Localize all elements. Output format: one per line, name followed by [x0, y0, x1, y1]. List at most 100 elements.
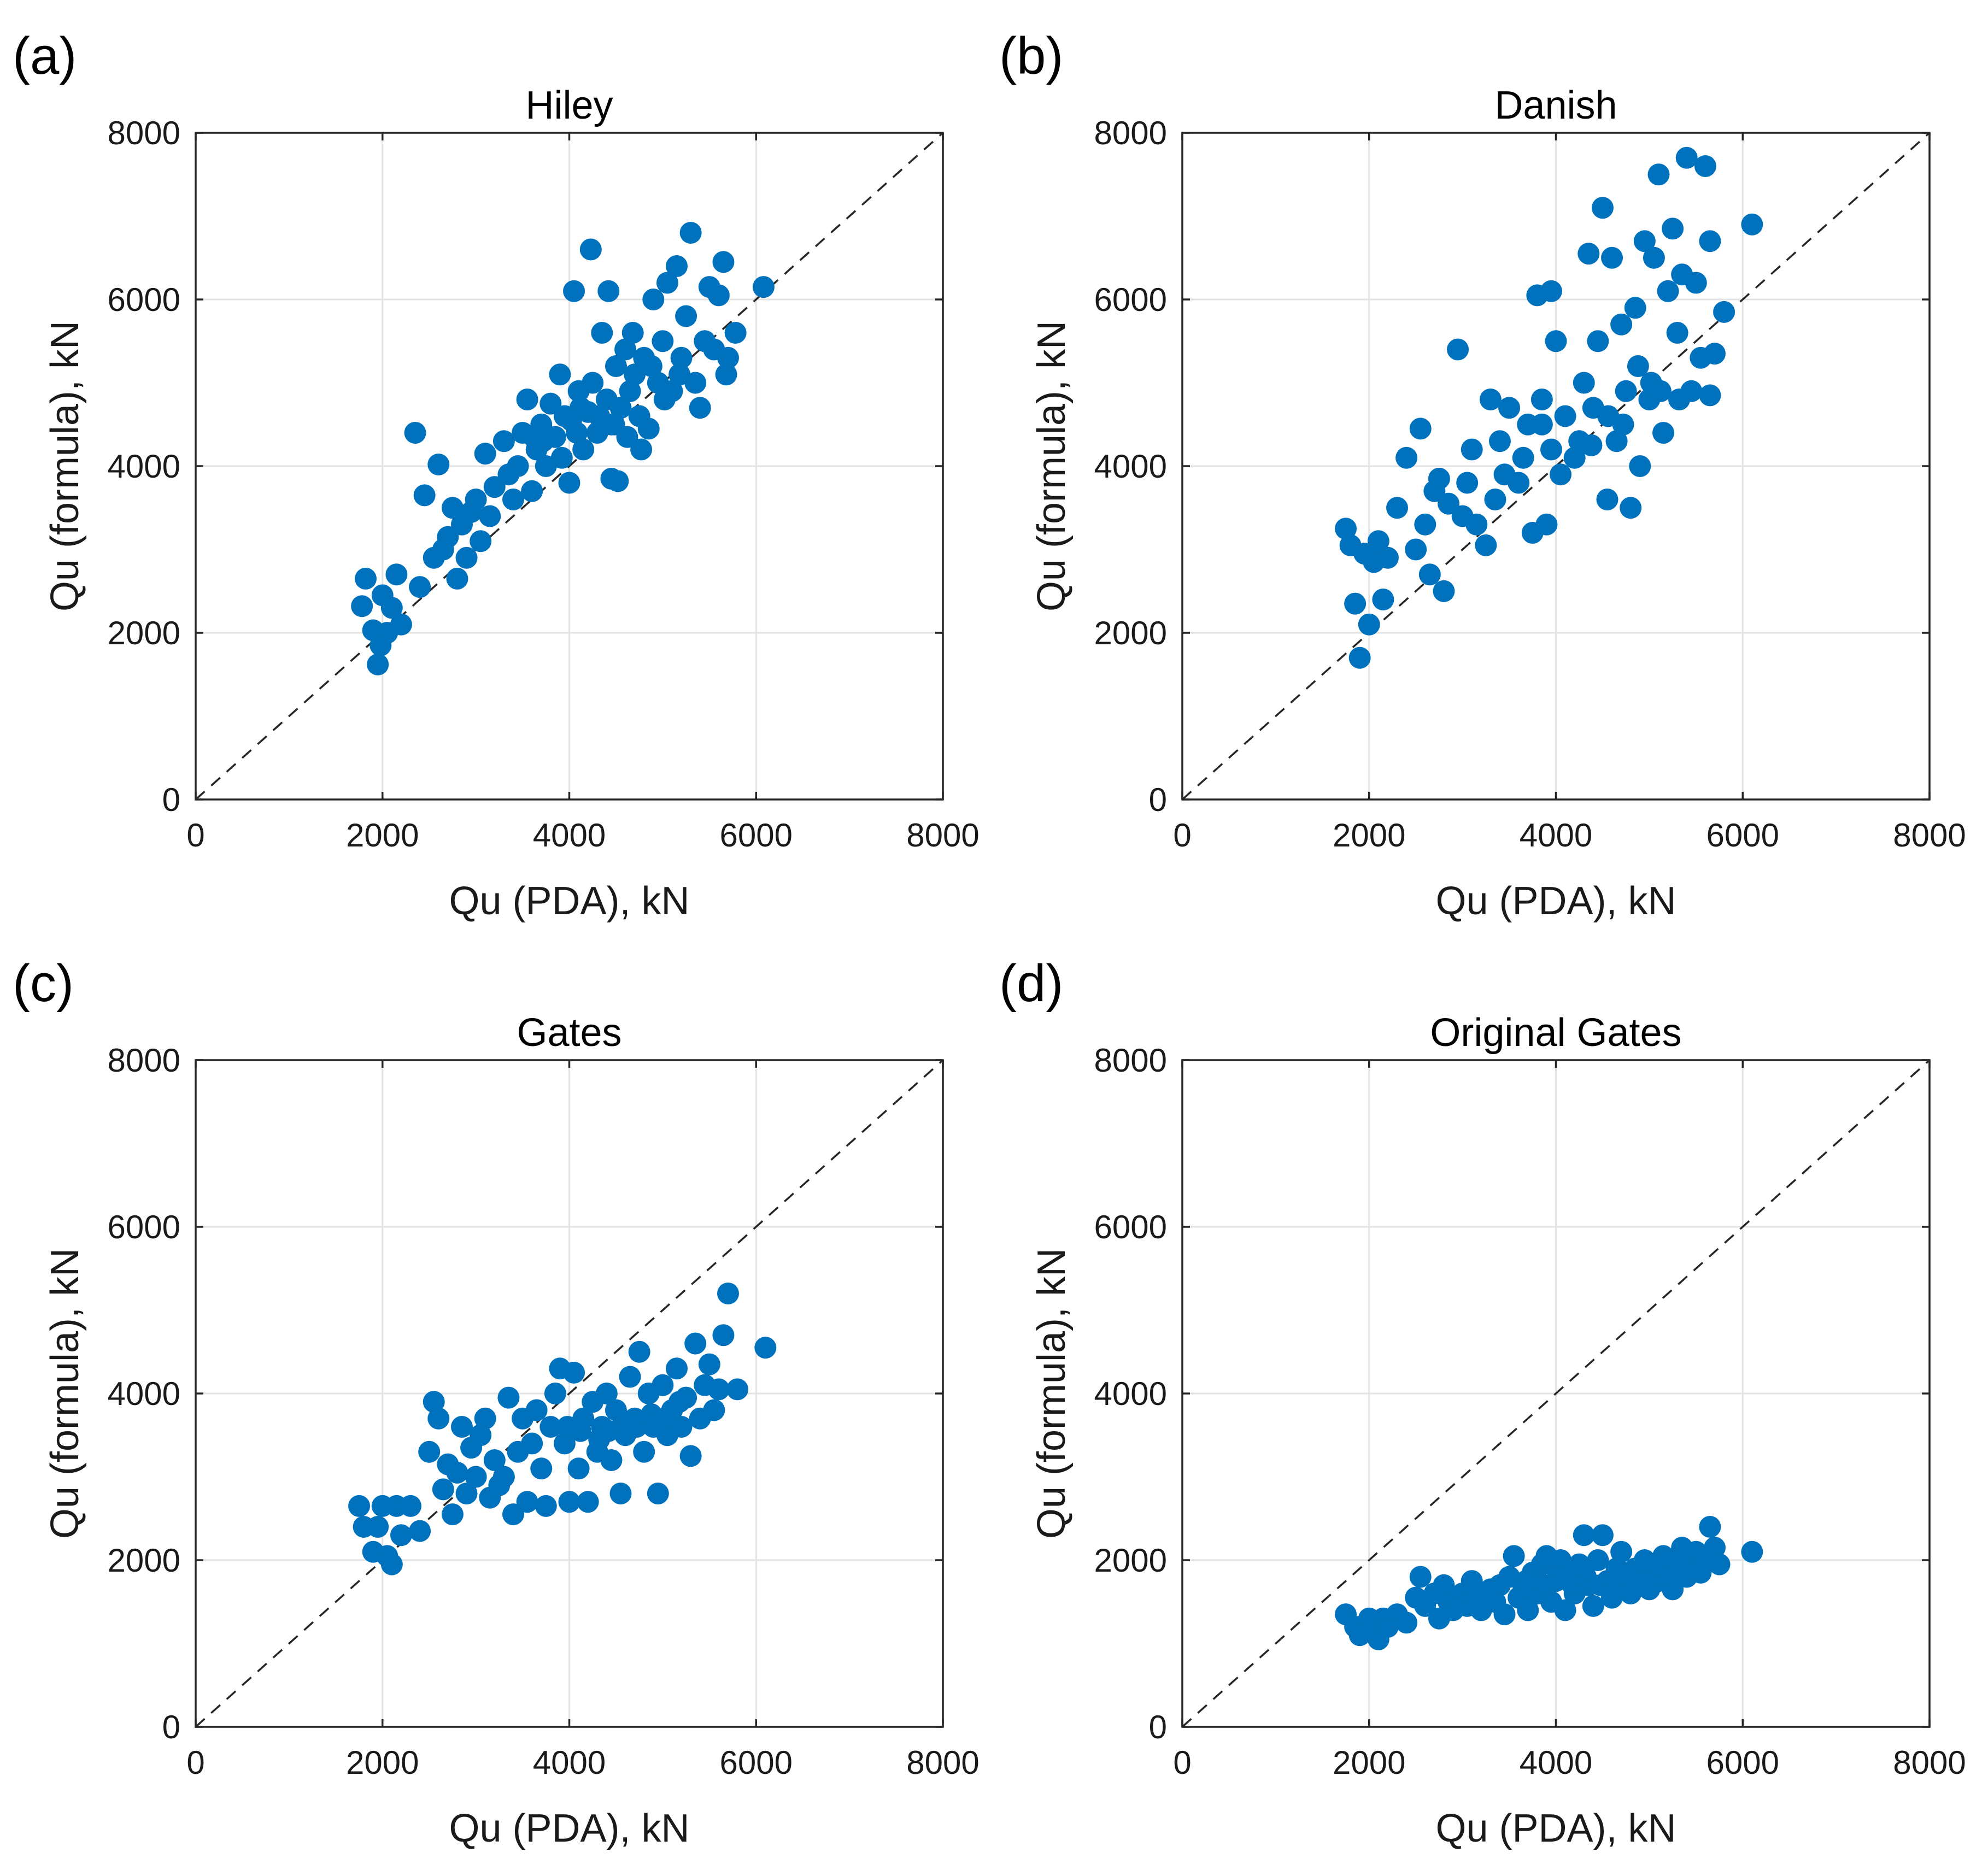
data-point [539, 392, 562, 415]
data-point [1657, 280, 1679, 302]
data-point [1414, 513, 1436, 536]
data-point [595, 1383, 618, 1404]
data-point [348, 1495, 371, 1517]
data-point [640, 355, 662, 377]
data-point [390, 613, 412, 636]
data-point [1703, 343, 1726, 365]
data-point [558, 472, 580, 494]
data-point [1580, 434, 1603, 456]
data-point [470, 1424, 492, 1446]
data-point [1550, 463, 1572, 486]
data-point [492, 1466, 515, 1488]
data-point [588, 405, 611, 427]
data-point [653, 1407, 676, 1430]
data-point [544, 1383, 566, 1404]
data-point [1708, 1553, 1731, 1575]
data-point [1643, 246, 1665, 269]
y-tick-label: 2000 [1094, 1542, 1167, 1579]
data-point [1535, 513, 1558, 536]
data-points [351, 222, 775, 675]
data-point [1699, 1516, 1721, 1538]
data-point [427, 453, 450, 475]
data-point [1612, 413, 1634, 436]
data-point [621, 322, 644, 344]
data-point [1624, 297, 1646, 319]
data-point [619, 380, 641, 402]
data-point [689, 397, 711, 419]
x-tick-label: 0 [186, 817, 204, 854]
data-point [1668, 389, 1691, 410]
data-point [1605, 430, 1628, 452]
data-point [712, 1324, 735, 1346]
data-point [563, 1361, 585, 1384]
data-point [1409, 418, 1432, 440]
data-point [1615, 380, 1637, 402]
data-point [553, 1432, 576, 1455]
data-point [404, 422, 426, 444]
data-point [609, 397, 632, 419]
data-point [502, 489, 524, 510]
y-tick-label: 6000 [108, 1209, 180, 1245]
x-tick-label: 2000 [346, 1744, 419, 1781]
y-tick-label: 0 [162, 1709, 180, 1745]
data-point [1741, 213, 1763, 236]
data-point [1699, 384, 1721, 407]
y-tick-label: 0 [162, 781, 180, 818]
data-point [647, 1483, 669, 1504]
data-point [707, 1378, 730, 1401]
x-tick-label: 8000 [1893, 817, 1966, 854]
chart-title: Gates [517, 1011, 621, 1055]
data-point [1573, 372, 1595, 394]
data-point [550, 446, 573, 469]
data-point [1437, 492, 1459, 515]
data-point [703, 1399, 725, 1421]
data-point [607, 470, 629, 492]
data-point [1395, 1612, 1418, 1634]
data-point [409, 1520, 431, 1542]
data-point [1433, 580, 1455, 602]
y-tick-label: 4000 [1094, 1375, 1167, 1412]
data-point [1620, 497, 1642, 519]
data-point [1405, 538, 1427, 561]
x-tick-label: 6000 [720, 817, 793, 854]
data-point [427, 1407, 450, 1430]
data-point [1344, 592, 1367, 615]
data-point [633, 1440, 655, 1463]
data-point [717, 346, 739, 369]
panel-label: (a) [13, 27, 77, 85]
data-point [1647, 163, 1670, 186]
data-point [567, 1457, 590, 1480]
x-tick-label: 4000 [533, 817, 606, 854]
data-point [619, 1366, 641, 1388]
data-point [423, 1391, 445, 1413]
data-point [1367, 530, 1389, 552]
data-point [437, 526, 459, 548]
data-point [1582, 1595, 1604, 1617]
data-point [652, 330, 674, 352]
data-point [1662, 217, 1684, 240]
data-point [1479, 389, 1502, 410]
data-point [441, 1503, 464, 1526]
data-point [1540, 280, 1562, 302]
data-point [1503, 1545, 1525, 1567]
data-point [380, 1553, 403, 1575]
data-point [1498, 397, 1521, 419]
data-points [348, 1283, 777, 1575]
data-point [1447, 338, 1469, 361]
x-tick-label: 8000 [1893, 1744, 1966, 1781]
data-point [1461, 438, 1483, 461]
data-point [1372, 589, 1394, 610]
data-point [563, 280, 585, 302]
data-point [483, 476, 506, 498]
data-point [351, 595, 373, 618]
data-point [628, 1340, 650, 1363]
data-point [521, 1432, 543, 1455]
data-point [1488, 430, 1511, 452]
y-tick-label: 0 [1149, 781, 1167, 818]
data-point [479, 505, 501, 527]
data-point [1675, 146, 1698, 169]
data-point [1493, 1603, 1516, 1626]
data-point [535, 1495, 557, 1517]
x-tick-label: 6000 [1706, 817, 1779, 854]
